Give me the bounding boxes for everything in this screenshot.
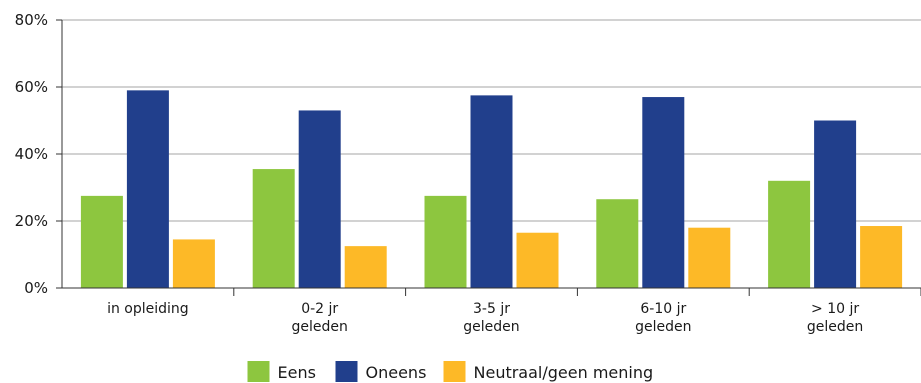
x-tick-label: > 10 jr (811, 301, 859, 317)
x-tick-label: geleden (292, 319, 348, 335)
bar (470, 95, 513, 288)
bars (80, 90, 903, 288)
x-tick-label: 6-10 jr (640, 301, 686, 317)
y-tick-label: 60% (15, 78, 48, 96)
bar (252, 169, 295, 288)
bar (424, 195, 467, 288)
bar (596, 199, 639, 288)
x-tick-label: 3-5 jr (473, 301, 510, 317)
y-tick-label: 0% (24, 279, 48, 297)
x-tick-label: geleden (807, 319, 863, 335)
bar (344, 246, 387, 288)
legend-label: Neutraal/geen mening (474, 363, 654, 382)
bar (860, 226, 903, 288)
bar (126, 90, 169, 288)
x-tick-label: geleden (635, 319, 691, 335)
bar (80, 195, 123, 288)
legend: Eens Oneens Neutraal/geen mening (247, 361, 654, 382)
y-tick-label: 20% (15, 212, 48, 230)
axes (61, 20, 921, 296)
bar (642, 97, 685, 288)
bar (688, 227, 731, 288)
y-axis-ticks: 0% 20% 40% 60% 80% (15, 11, 62, 297)
bar (298, 110, 341, 288)
legend-swatch (335, 361, 358, 382)
bar (814, 120, 857, 288)
x-tick-label: geleden (463, 319, 519, 335)
legend-swatch (443, 361, 466, 382)
legend-label: Oneens (366, 363, 427, 382)
x-tick-label: 0-2 jr (301, 301, 338, 317)
y-tick-label: 40% (15, 145, 48, 163)
bar (768, 180, 811, 288)
legend-swatch (247, 361, 270, 382)
x-tick-label: in opleiding (107, 301, 189, 317)
x-axis-labels: in opleiding 0-2 jr geleden 3-5 jr geleden 6-… (107, 301, 863, 335)
y-tick-label: 80% (15, 11, 48, 29)
bar (516, 232, 559, 288)
bar (172, 239, 215, 288)
legend-label: Eens (278, 363, 316, 382)
